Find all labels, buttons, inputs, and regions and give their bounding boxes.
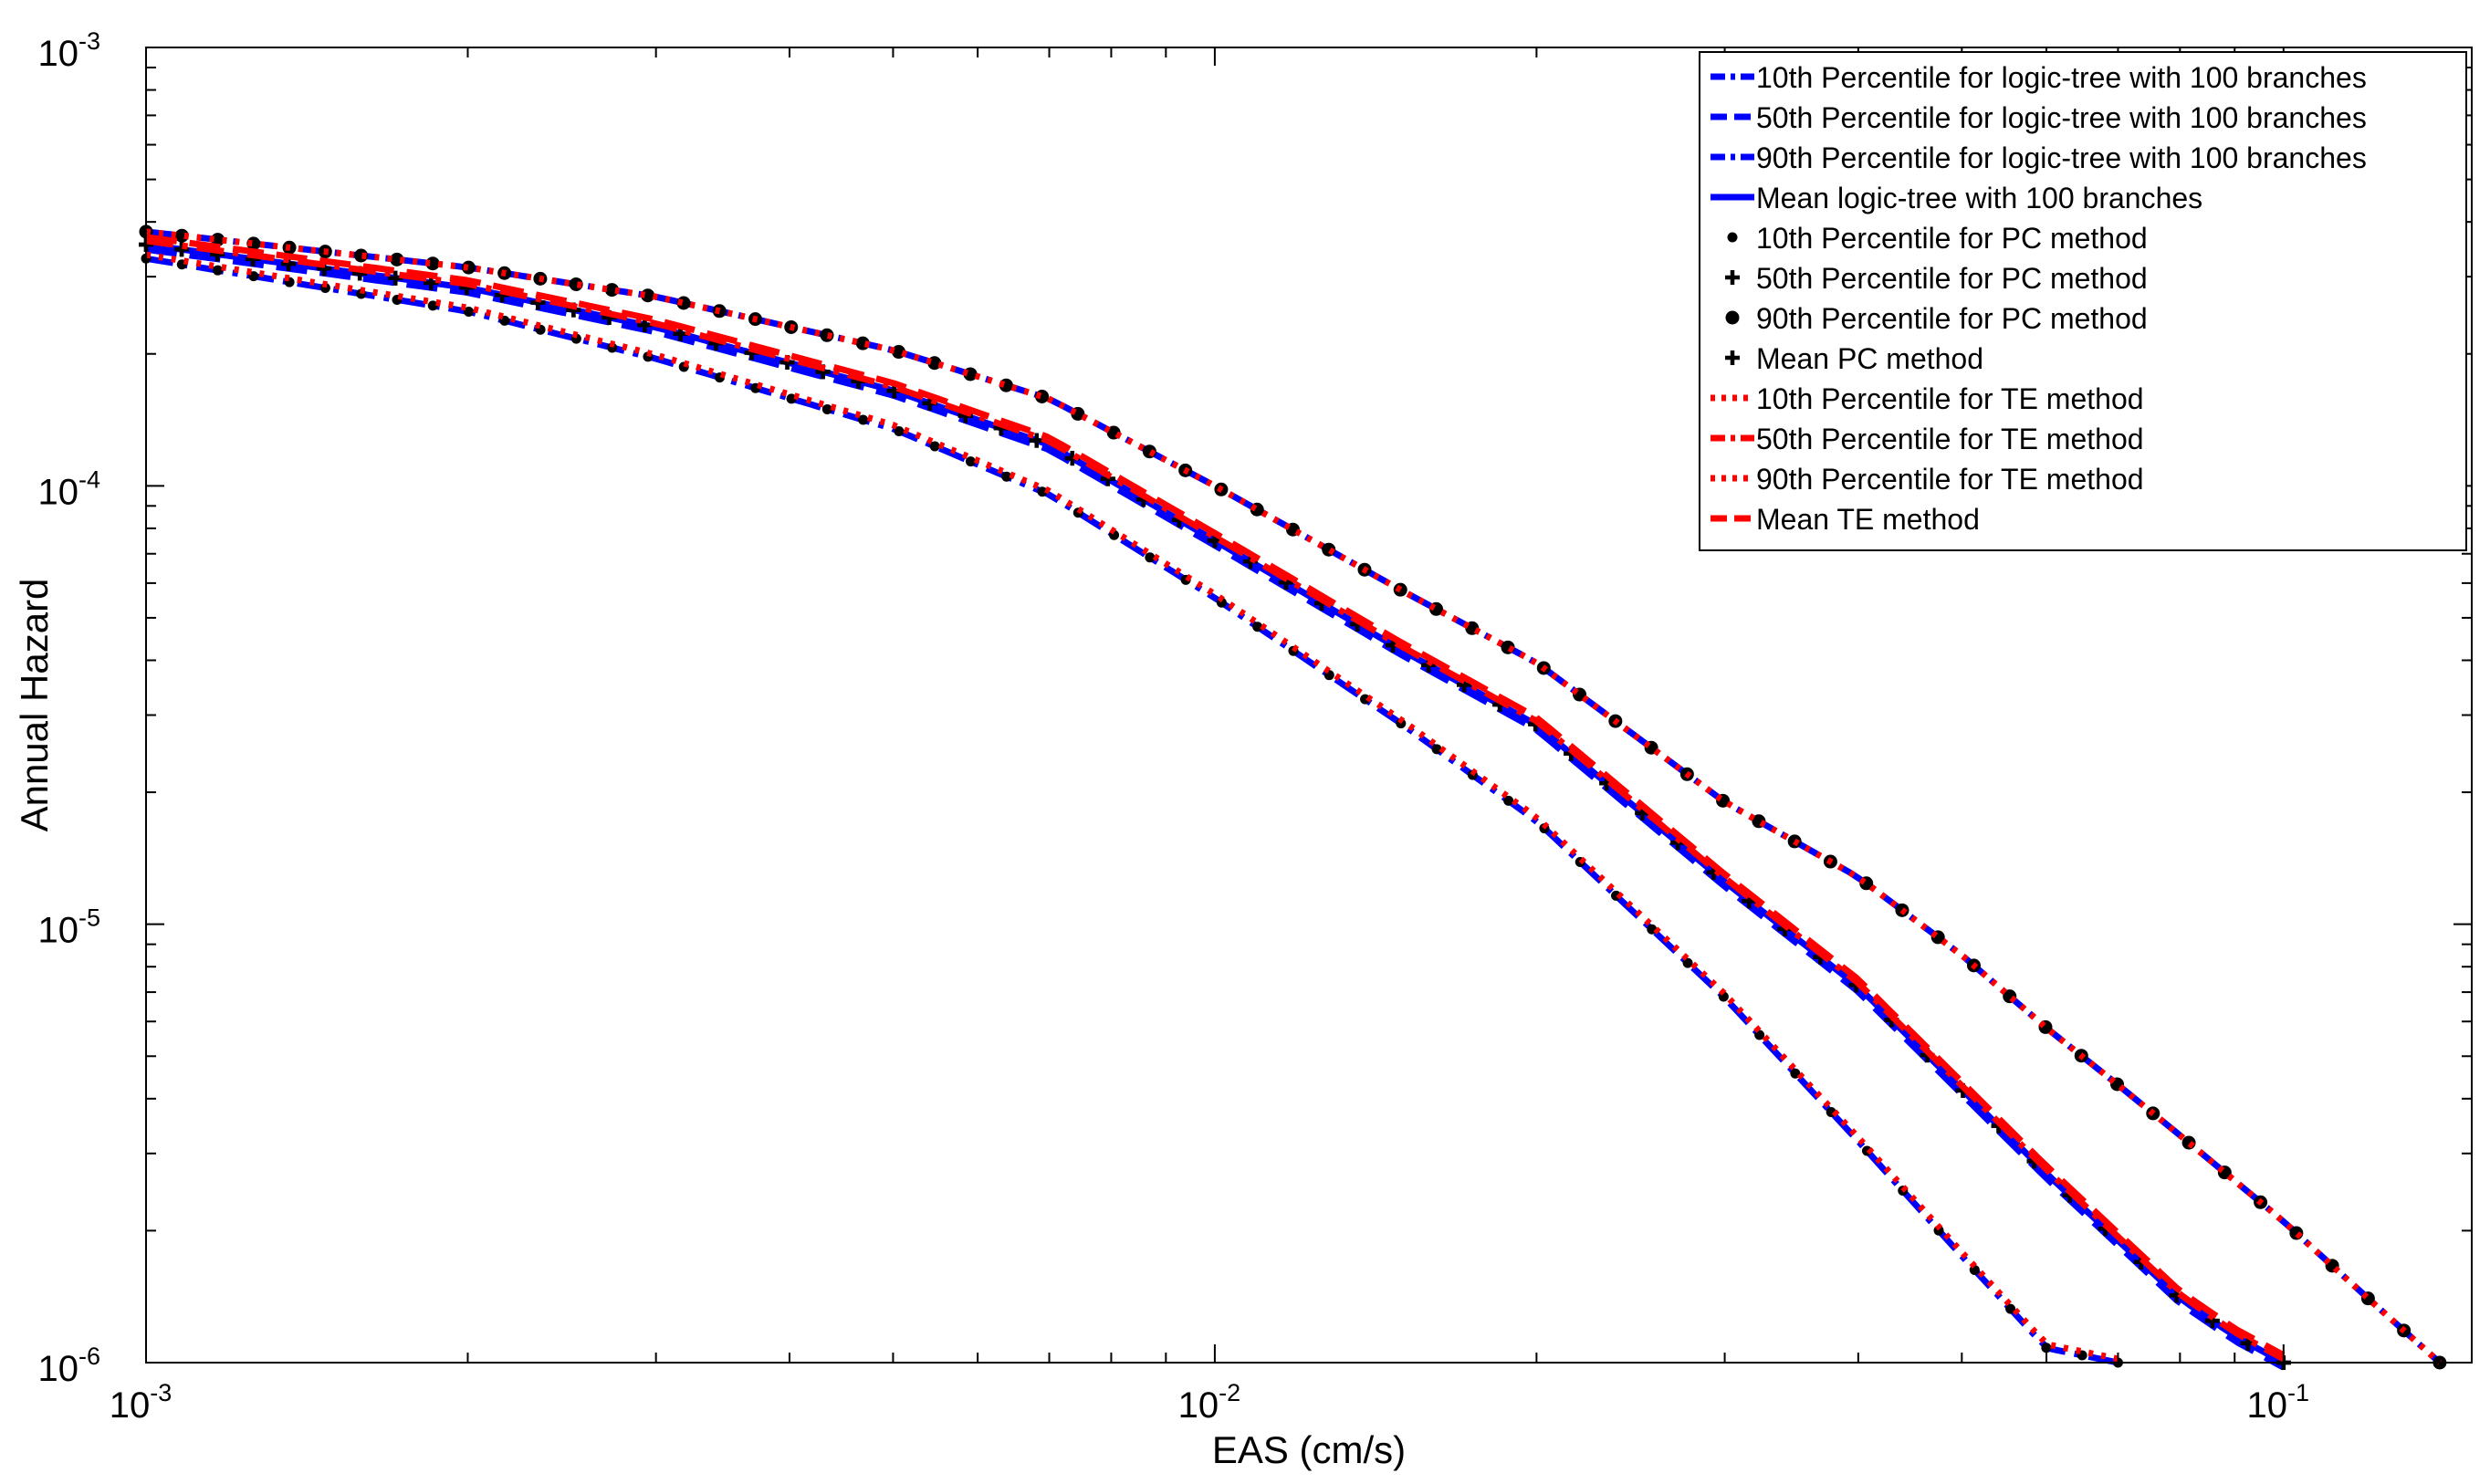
series-point: [894, 425, 905, 436]
legend-label: 50th Percentile for logic-tree with 100 …: [1756, 101, 2367, 134]
legend-label: 50th Percentile for PC method: [1756, 262, 2148, 295]
legend-label: 10th Percentile for TE method: [1756, 382, 2144, 415]
series-point: [2005, 1303, 2016, 1314]
legend-item: 50th Percentile for logic-tree with 100 …: [1711, 101, 2367, 134]
series-point: [1360, 694, 1371, 705]
x-tick-label: 10-2: [1178, 1379, 1241, 1426]
series-9: [145, 251, 2119, 1363]
legend-marker: [1725, 350, 1740, 365]
plot-frame: [145, 47, 2473, 1364]
series-point: [1001, 471, 1012, 482]
legend-marker: [1725, 270, 1740, 285]
x-axis-title: EAS (cm/s): [1212, 1428, 1406, 1471]
legend-label: 90th Percentile for logic-tree with 100 …: [1756, 141, 2367, 174]
legend-marker: [1725, 310, 1740, 325]
series-point: [1252, 622, 1263, 632]
series-line: [145, 237, 2286, 1362]
series-point: [821, 403, 832, 414]
y-tick-label: 10-5: [37, 904, 100, 951]
series-line: [145, 228, 2443, 1365]
legend-item: 10th Percentile for TE method: [1711, 382, 2144, 415]
series-point: [1145, 552, 1156, 563]
y-axis-title: Annual Hazard: [13, 579, 56, 832]
series-point: [1503, 795, 1514, 806]
legend-label: Mean logic-tree with 100 branches: [1756, 182, 2202, 214]
legend-item: 90th Percentile for TE method: [1711, 463, 2144, 496]
series-11: [145, 228, 2443, 1365]
series-point: [965, 456, 976, 467]
legend-label: Mean PC method: [1756, 342, 1983, 375]
y-tick-label: 10-3: [37, 27, 100, 74]
series-point: [1037, 486, 1048, 497]
series-point: [1682, 957, 1693, 968]
series-point: [464, 306, 475, 317]
series-line: [145, 251, 2119, 1363]
legend-label: 90th Percentile for TE method: [1756, 463, 2144, 496]
legend-label: 50th Percentile for TE method: [1756, 423, 2144, 455]
series-point: [929, 441, 940, 452]
series-point: [858, 414, 869, 425]
series-point: [786, 393, 797, 404]
legend-label: 10th Percentile for PC method: [1756, 222, 2148, 255]
legend-marker: [1727, 232, 1738, 243]
legend-item: Mean logic-tree with 100 branches: [1711, 182, 2202, 214]
legend-item: 90th Percentile for logic-tree with 100 …: [1711, 141, 2367, 174]
legend-item: 10th Percentile for PC method: [1727, 222, 2148, 255]
series-10: [145, 237, 2286, 1362]
legend-box: [1699, 51, 2467, 551]
series-point: [213, 265, 224, 276]
series-point: [1431, 744, 1442, 755]
legend-item: 50th Percentile for PC method: [1725, 262, 2148, 295]
y-tick-label: 10-6: [37, 1343, 100, 1389]
legend-label: 10th Percentile for logic-tree with 100 …: [1756, 61, 2367, 94]
series-point: [2289, 1226, 2304, 1240]
legend-item: 90th Percentile for PC method: [1725, 302, 2148, 335]
series-12: [145, 234, 2286, 1358]
series-point: [427, 300, 438, 311]
legend-item: 10th Percentile for logic-tree with 100 …: [1711, 61, 2367, 94]
tick-label-layer: 10-3 10-2 10-1 10-3 10-4 10-5 10-6: [37, 27, 2309, 1426]
x-tick-label: 10-3: [110, 1379, 173, 1426]
legend-item: Mean TE method: [1711, 503, 1980, 536]
legend-label: Mean TE method: [1756, 503, 1980, 536]
legend: 10th Percentile for logic-tree with 100 …: [1699, 51, 2467, 551]
series-point: [2041, 1343, 2052, 1353]
series-layer: [139, 225, 2447, 1371]
legend-item: 50th Percentile for TE method: [1711, 423, 2144, 455]
y-tick-label: 10-4: [37, 465, 100, 512]
legend-label: 90th Percentile for PC method: [1756, 302, 2148, 335]
legend-item: Mean PC method: [1725, 342, 1983, 375]
x-tick-label: 10-1: [2247, 1379, 2310, 1426]
series-line: [145, 234, 2286, 1358]
series-point: [607, 342, 618, 353]
